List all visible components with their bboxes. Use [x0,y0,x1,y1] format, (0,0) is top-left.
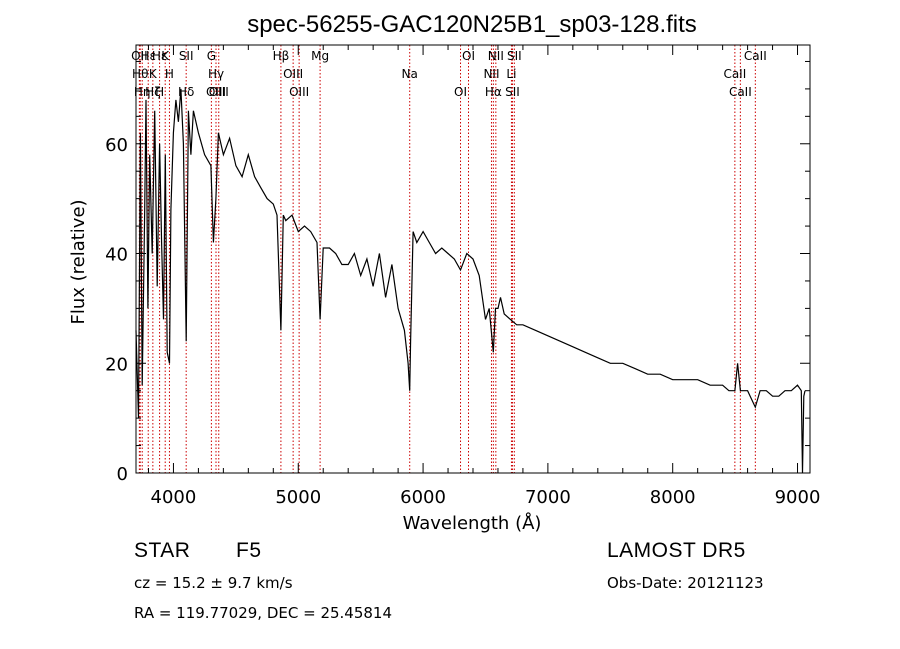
observation-date: Obs-Date: 20121123 [607,574,764,592]
line-label: Hε [152,49,168,63]
line-label: NII [483,67,499,81]
line-label: Hζ [145,85,161,99]
line-label: CaII [744,49,767,63]
line-label: Mg [311,49,329,63]
x-tick-label: 5000 [275,487,321,508]
y-tick-label: 60 [105,135,128,156]
coordinates: RA = 119.77029, DEC = 25.45814 [134,604,393,622]
line-label: OII [131,49,148,63]
line-label: OIII [206,85,226,99]
x-tick-label: 7000 [525,487,571,508]
x-tick-label: 9000 [775,487,821,508]
line-label: CaII [723,67,746,81]
line-label: Li [506,67,516,81]
x-axis-label: Wavelength (Å) [403,512,542,534]
line-label: Hθ [132,67,148,81]
line-label: SII [505,85,520,99]
line-label: H [165,67,174,81]
line-label: Hγ [208,67,224,81]
line-label: Hε [140,49,156,63]
object-subclass: F5 [236,539,262,562]
spectral-line-markers [138,45,756,473]
x-tick-label: 6000 [400,487,446,508]
line-label: K [149,67,158,81]
line-label: H [155,85,164,99]
line-label: SII [179,49,194,63]
line-label: CaII [729,85,752,99]
chart-title: spec-56255-GAC120N25B1_sp03-128.fits [247,11,697,38]
line-label: OIII [289,85,309,99]
y-tick-label: 20 [105,354,128,375]
line-label: NII [488,49,504,63]
line-label: Hδ [178,85,194,99]
line-label: OI [454,85,467,99]
axes: 4000 5000 6000 7000 8000 9000 0 20 40 60 [105,45,820,508]
redshift-value: cz = 15.2 ± 9.7 km/s [134,574,293,592]
y-axis-label: Flux (relative) [68,199,89,324]
spectrum-series [135,88,806,474]
x-tick-label: 8000 [650,487,696,508]
object-class: STAR [134,539,191,562]
data-release: LAMOST DR5 [607,539,746,562]
y-tick-label: 0 [117,464,128,485]
line-label: K [161,49,170,63]
line-label: OIII [209,85,229,99]
line-label: Na [402,67,418,81]
line-label: SII [507,49,522,63]
line-label: OIII [283,67,303,81]
y-tick-label: 40 [105,245,128,266]
line-label: Hβ [273,49,290,63]
line-label: OI [462,49,475,63]
line-label: G [207,49,216,63]
x-tick-label: 4000 [151,487,197,508]
line-label: Hα [485,85,502,99]
